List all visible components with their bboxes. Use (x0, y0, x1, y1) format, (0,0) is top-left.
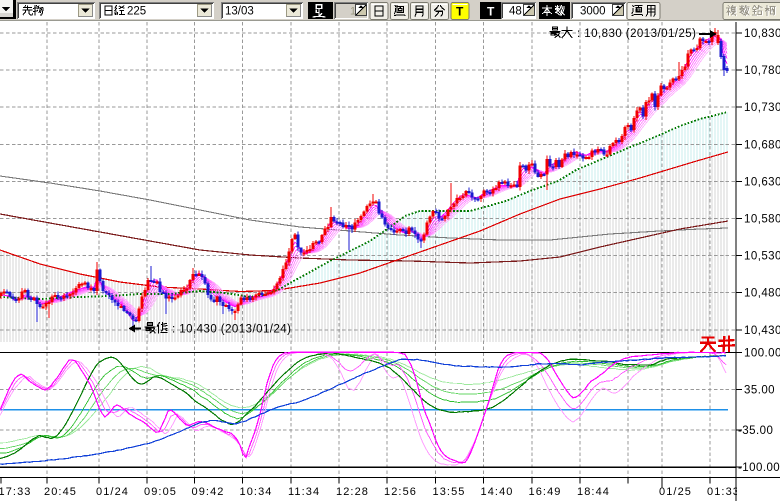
svg-text:01/24: 01/24 (96, 486, 129, 498)
svg-text:1: 1 (350, 6, 356, 18)
svg-text:14:40: 14:40 (481, 486, 514, 498)
svg-text:12:56: 12:56 (384, 486, 417, 498)
svg-text:18:44: 18:44 (577, 486, 610, 498)
svg-text:48: 48 (509, 6, 522, 18)
svg-text:11:34: 11:34 (288, 486, 320, 498)
svg-text:225: 225 (127, 6, 146, 18)
svg-text:10,680: 10,680 (744, 139, 780, 151)
svg-text:-100.00: -100.00 (738, 462, 780, 474)
svg-text:13:55: 13:55 (433, 486, 466, 498)
svg-text:10,830: 10,830 (744, 28, 780, 40)
svg-text:T: T (487, 5, 495, 19)
svg-text:10,430: 10,430 (744, 325, 780, 337)
svg-text:35.00: 35.00 (744, 385, 775, 397)
svg-text:: 10,830 (2013/01/25): : 10,830 (2013/01/25) (577, 28, 696, 40)
svg-text:01:33: 01:33 (707, 486, 740, 498)
svg-text:10,730: 10,730 (744, 102, 780, 114)
svg-text:-35.00: -35.00 (738, 425, 773, 437)
svg-text:100.00: 100.00 (744, 347, 780, 359)
svg-text:10,780: 10,780 (744, 65, 780, 77)
svg-text:20:45: 20:45 (44, 486, 77, 498)
svg-text:01/25: 01/25 (659, 486, 692, 498)
svg-text:13/03: 13/03 (225, 6, 254, 18)
svg-text:10,630: 10,630 (744, 176, 780, 188)
svg-text:09:05: 09:05 (144, 486, 177, 498)
svg-text:10:34: 10:34 (240, 486, 273, 498)
svg-text:12:28: 12:28 (336, 486, 369, 498)
svg-text:10,580: 10,580 (744, 214, 780, 226)
svg-text:10,480: 10,480 (744, 288, 780, 300)
svg-text:10,530: 10,530 (744, 251, 780, 263)
svg-text:: 10,430 (2013/01/24): : 10,430 (2013/01/24) (172, 324, 291, 336)
svg-text:3000: 3000 (580, 6, 606, 18)
svg-text:09:42: 09:42 (192, 486, 225, 498)
svg-text:17:33: 17:33 (0, 486, 32, 498)
svg-text:T: T (456, 5, 464, 19)
svg-text:16:49: 16:49 (529, 486, 562, 498)
